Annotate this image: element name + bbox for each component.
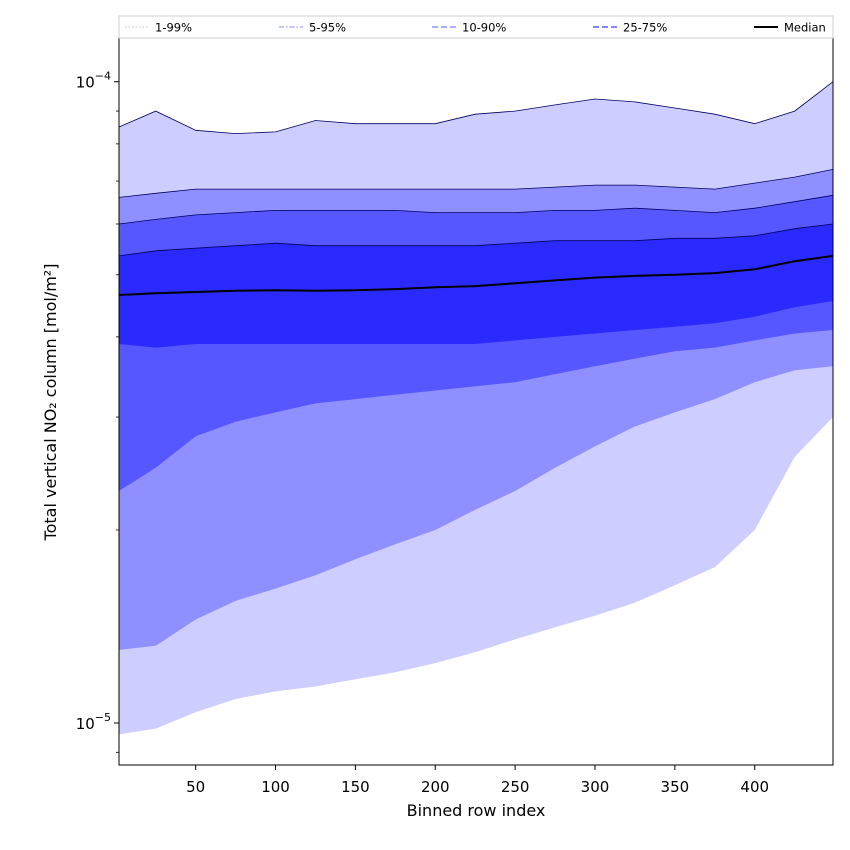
legend-label: 5-95% [309, 21, 346, 35]
x-tick-label: 300 [581, 778, 610, 796]
band-upper-edge-1-99 [118, 81, 834, 135]
y-axis: 10−4 10−5 [76, 70, 119, 753]
band-upper-edge-10-90 [118, 194, 834, 225]
legend-label: 10-90% [462, 21, 506, 35]
x-tick-label: 400 [740, 778, 769, 796]
legend: 1-99% 5-95% 10-90% 25-75% Median [118, 15, 834, 39]
y-tick-label: 10−4 [76, 70, 111, 92]
plot-area [118, 81, 834, 735]
legend-label: 25-75% [623, 21, 667, 35]
median-line [118, 254, 834, 296]
x-tick-label: 250 [501, 778, 530, 796]
x-tick-label: 350 [661, 778, 690, 796]
y-axis-label: Total vertical NO₂ column [mol/m²] [41, 264, 60, 542]
legend-label: Median [784, 21, 826, 35]
band-upper-edge-5-95 [118, 169, 834, 198]
y-tick-label: 10−5 [76, 711, 111, 733]
x-tick-label: 200 [421, 778, 450, 796]
x-axis-label: Binned row index [407, 801, 546, 820]
x-axis: 50 100 150 200 250 300 350 400 [186, 765, 769, 796]
legend-box [118, 15, 834, 39]
band-upper-edge-25-75 [118, 223, 834, 257]
x-tick-label: 50 [186, 778, 205, 796]
legend-label: 1-99% [155, 21, 192, 35]
x-tick-label: 100 [261, 778, 290, 796]
x-tick-label: 150 [341, 778, 370, 796]
